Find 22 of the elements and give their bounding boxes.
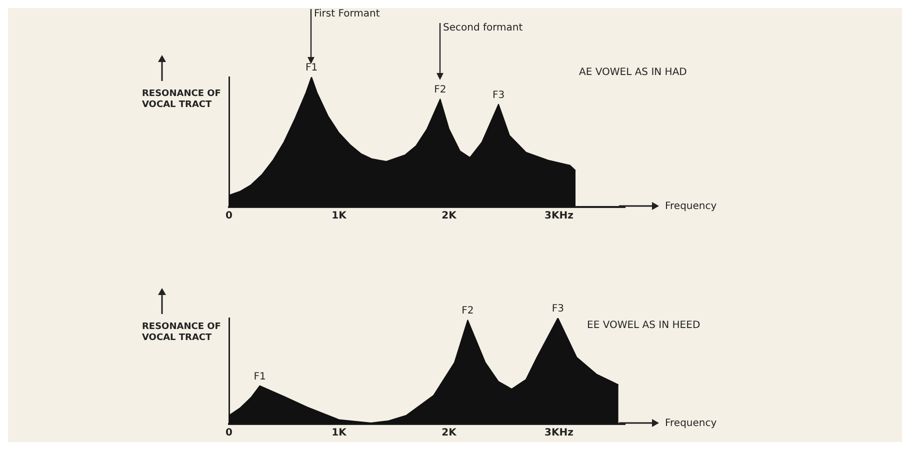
x-tick-label: 2K bbox=[442, 210, 458, 222]
annotation: F3 bbox=[492, 90, 505, 101]
x-tick-label: 0 bbox=[226, 210, 233, 222]
y-axis-title: RESONANCE OF VOCAL TRACT bbox=[142, 89, 222, 111]
annotation: F3 bbox=[552, 304, 564, 315]
x-axis-title: Frequency bbox=[665, 201, 717, 212]
text: Second formant bbox=[443, 22, 523, 34]
chart-title: AE VOWEL AS IN HAD bbox=[579, 67, 687, 78]
annotation: F1 bbox=[305, 62, 318, 74]
x-axis-title: Frequency bbox=[665, 418, 717, 429]
x-tick-label: 3KHz bbox=[544, 210, 574, 222]
x-tick-label: 0 bbox=[226, 428, 233, 439]
x-tick-label: 3KHz bbox=[544, 428, 574, 439]
annotation: F2 bbox=[462, 306, 474, 317]
chart-title: EE VOWEL AS IN HEED bbox=[587, 320, 700, 331]
x-tick-label: 1K bbox=[332, 210, 348, 222]
annotation: F1 bbox=[254, 371, 266, 382]
text: First Formant bbox=[314, 8, 380, 20]
x-tick-label: 1K bbox=[332, 428, 348, 439]
y-axis-title: RESONANCE OF VOCAL TRACT bbox=[142, 322, 222, 344]
x-tick-label: 2K bbox=[442, 428, 458, 439]
annotation: F2 bbox=[434, 84, 446, 96]
